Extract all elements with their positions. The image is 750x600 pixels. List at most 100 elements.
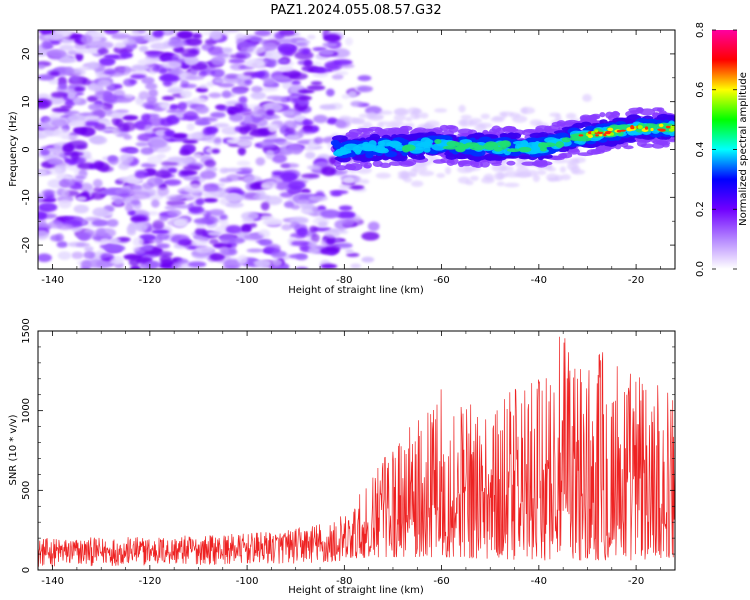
signal-haze	[570, 158, 579, 164]
noise-speckle	[277, 38, 297, 44]
spectrogram-x-tick-label: -80	[336, 275, 352, 286]
noise-speckle	[271, 259, 283, 267]
noise-speckle	[229, 53, 247, 59]
noise-speckle	[76, 196, 88, 202]
signal-blob	[651, 142, 665, 149]
spectrogram-x-tick-label: -60	[433, 275, 449, 286]
noise-speckle	[57, 251, 72, 260]
noise-speckle	[213, 122, 230, 128]
colorbar-ticks: 0.0 0.2 0.4 0.6 0.8	[695, 22, 737, 277]
colorbar-label: Normalized spectral amplitude	[738, 72, 749, 226]
noise-speckle	[307, 240, 317, 249]
noise-speckle	[47, 157, 64, 166]
noise-speckle	[61, 189, 70, 198]
noise-speckle	[312, 67, 333, 73]
noise-speckle	[167, 156, 186, 163]
noise-speckle	[226, 138, 240, 144]
signal-peak	[637, 125, 643, 130]
noise-speckle	[102, 108, 113, 116]
snr-panel: -140 -120 -100 -80 -60 -40 -20 0 500 1000 1500 He…	[8, 318, 676, 596]
noise-speckle	[259, 141, 275, 146]
noise-speckle	[166, 209, 182, 218]
noise-speckle	[295, 42, 309, 48]
noise-speckle	[58, 57, 77, 63]
noise-speckle	[211, 55, 226, 66]
snr-x-tick-label: -20	[628, 576, 644, 587]
noise-speckle	[335, 119, 347, 128]
noise-speckle	[111, 117, 121, 126]
noise-speckle	[288, 253, 308, 259]
noise-speckle	[146, 51, 162, 58]
noise-speckle	[118, 162, 130, 171]
noise-speckle	[336, 210, 356, 219]
noise-speckle	[194, 120, 211, 126]
spectrogram-y-tick-label: -20	[21, 237, 32, 253]
noise-speckle	[219, 234, 236, 245]
signal-blob	[590, 149, 605, 155]
noise-speckle	[322, 42, 338, 48]
signal-blob	[388, 161, 403, 167]
noise-speckle	[97, 79, 112, 88]
noise-speckle	[260, 201, 270, 211]
noise-speckle	[202, 127, 213, 136]
spectrogram-x-tick-label: -100	[236, 275, 259, 286]
signal-haze	[339, 115, 352, 121]
noise-speckle	[184, 55, 199, 66]
signal-blob	[399, 125, 409, 134]
snr-y-ticks: 0 500 1000 1500	[21, 318, 675, 573]
noise-speckle	[131, 64, 150, 71]
noise-speckle	[206, 81, 215, 87]
noise-speckle	[199, 170, 217, 180]
noise-speckle	[185, 75, 205, 81]
signal-blob	[365, 136, 382, 142]
noise-speckle	[367, 221, 380, 232]
noise-speckle	[225, 224, 242, 234]
noise-speckle	[98, 228, 117, 238]
noise-speckle	[266, 109, 275, 116]
noise-speckle	[38, 98, 52, 109]
noise-speckle	[290, 204, 301, 210]
noise-speckle	[304, 151, 316, 160]
noise-speckle	[113, 198, 123, 206]
noise-speckle	[92, 207, 109, 218]
noise-speckle	[129, 79, 138, 85]
signal-blob	[391, 144, 405, 149]
signal-blob	[496, 140, 511, 147]
noise-speckle	[167, 40, 188, 48]
noise-speckle	[65, 66, 75, 76]
noise-speckle	[296, 227, 309, 237]
noise-speckle	[111, 33, 131, 40]
spectrogram-x-label: Height of straight line (km)	[288, 285, 424, 296]
noise-speckle	[91, 136, 108, 145]
noise-speckle	[344, 37, 353, 46]
noise-speckle	[73, 204, 89, 214]
signal-haze	[420, 112, 429, 119]
colorbar-tick-label: 0.2	[695, 201, 706, 217]
noise-speckle	[130, 30, 140, 37]
noise-speckle	[320, 263, 338, 269]
noise-speckle	[70, 151, 80, 161]
signal-haze	[456, 165, 473, 174]
noise-speckle	[218, 193, 239, 199]
noise-speckle	[283, 120, 298, 131]
signal-peak	[591, 131, 595, 135]
noise-speckle	[123, 253, 143, 261]
noise-speckle	[140, 147, 154, 155]
noise-speckle	[77, 231, 91, 241]
snr-frame	[37, 330, 676, 571]
noise-speckle	[62, 216, 75, 221]
signal-blob	[577, 152, 594, 157]
noise-speckle	[289, 222, 301, 229]
noise-speckle	[58, 178, 76, 188]
spectrogram-x-tick-label: -40	[531, 275, 547, 286]
signal-peak	[587, 134, 593, 139]
noise-speckle	[38, 253, 52, 263]
noise-speckle	[219, 214, 228, 221]
noise-speckle	[281, 110, 295, 117]
noise-speckle	[53, 128, 71, 138]
noise-speckle	[319, 104, 336, 110]
noise-speckle	[284, 127, 296, 133]
noise-speckle	[265, 114, 281, 120]
noise-speckle	[291, 80, 301, 86]
signal-haze	[554, 114, 562, 122]
